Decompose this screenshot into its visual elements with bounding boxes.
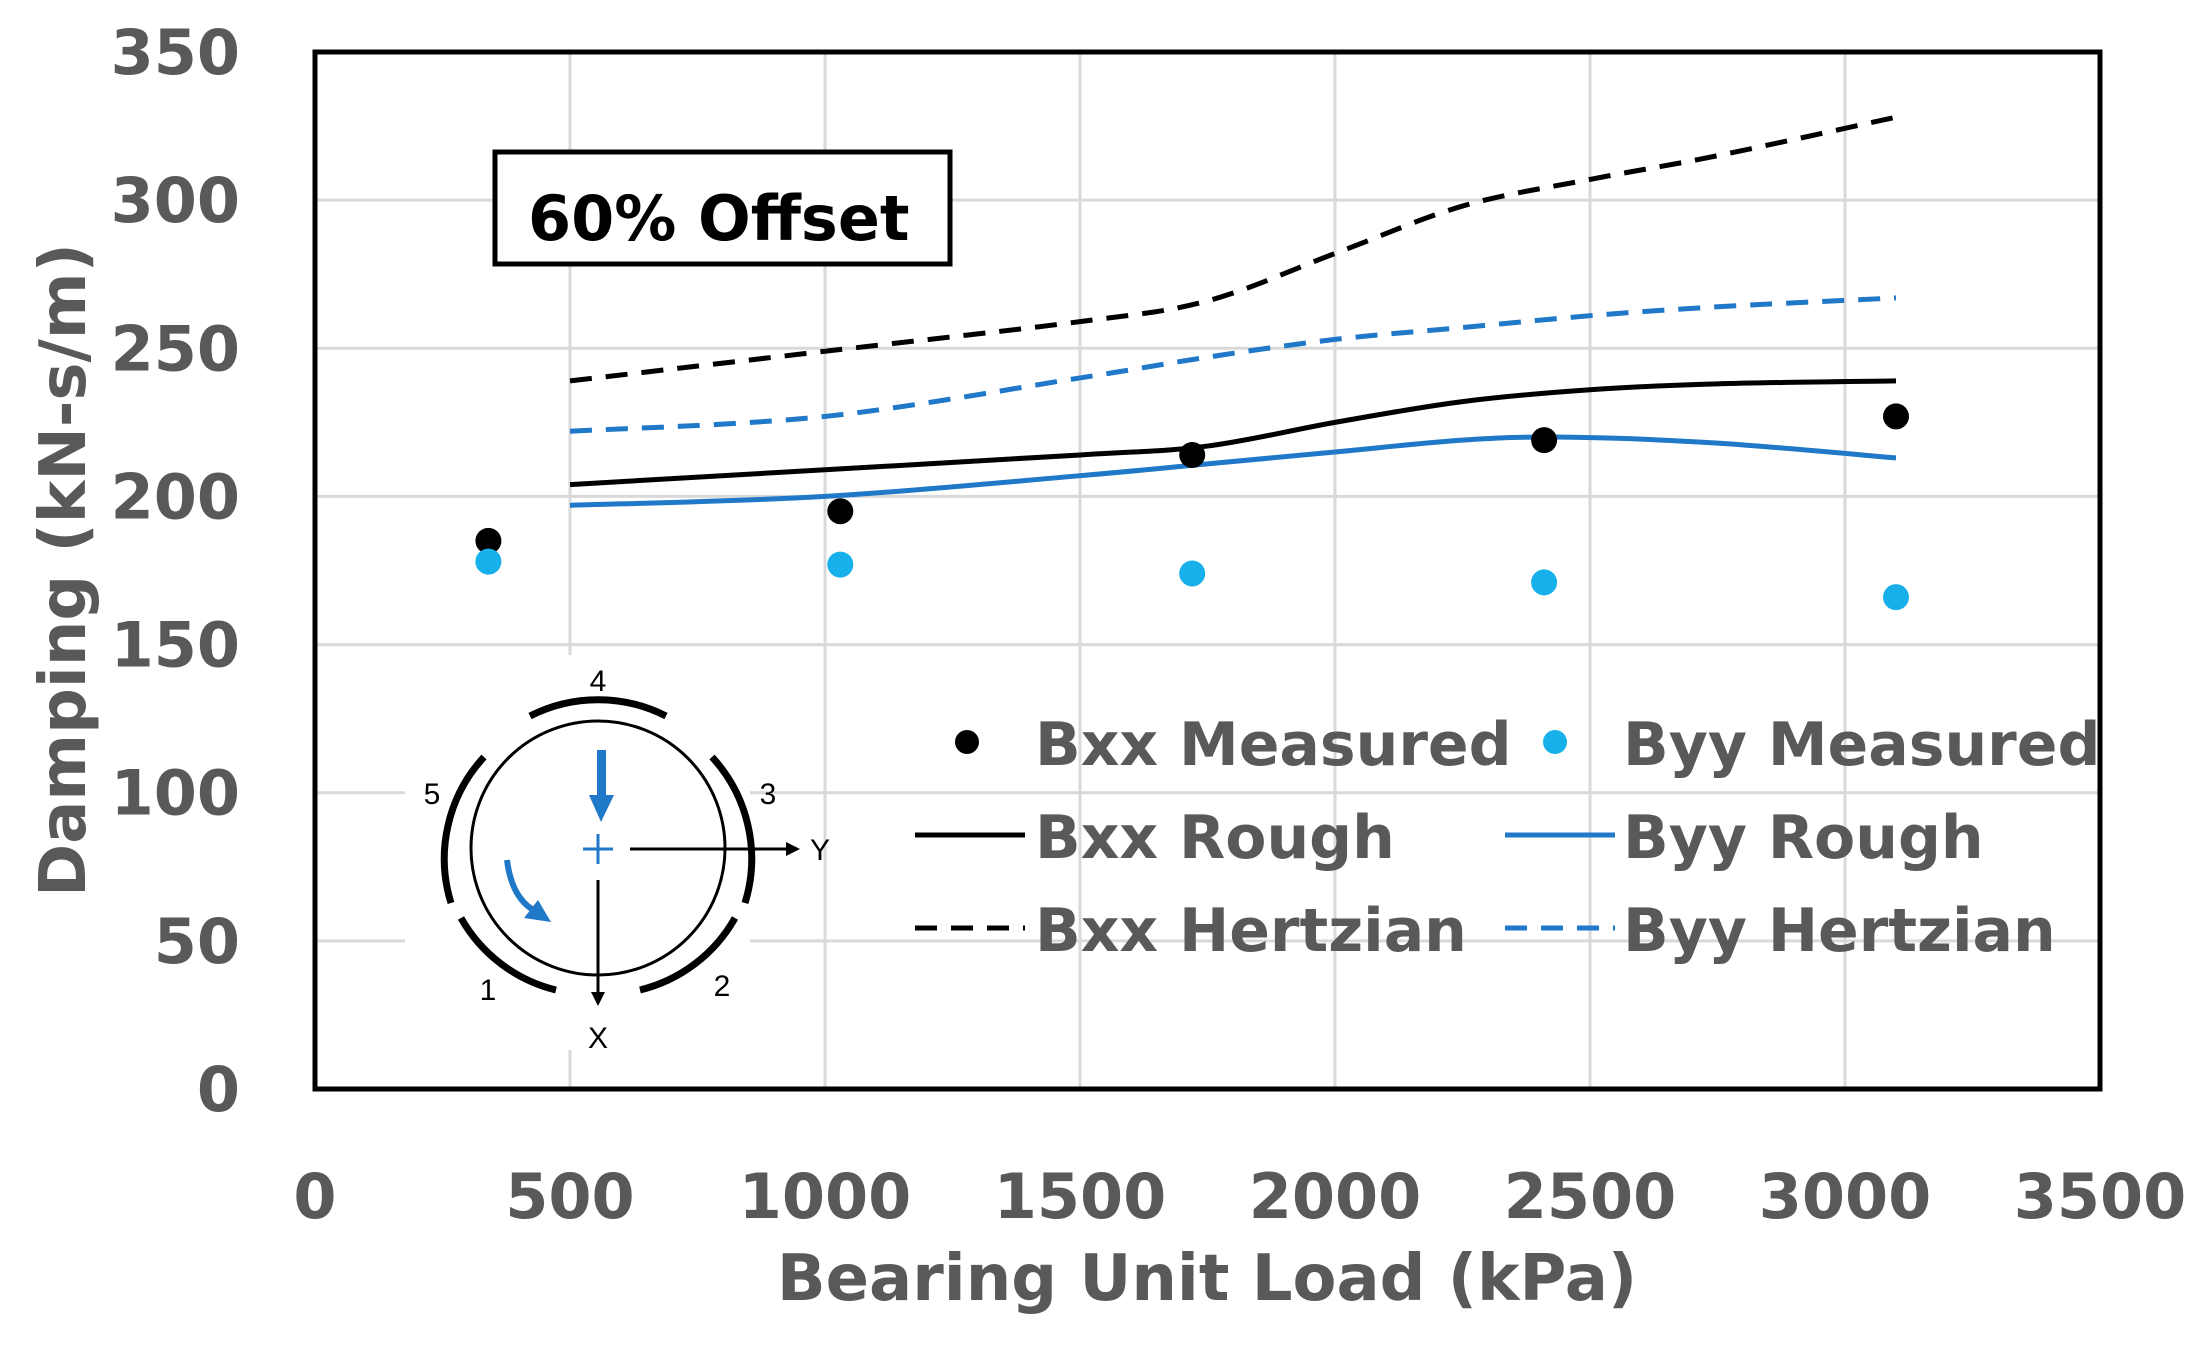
point-bxx-measured (1531, 427, 1558, 454)
pad-label-5: 5 (424, 778, 441, 811)
point-byy-measured (475, 548, 502, 575)
tick-labels: 0 500 1000 1500 2000 2500 3000 3500 0 50 100 150 200… (111, 16, 2187, 1233)
point-bxx-measured (1883, 403, 1909, 430)
annotation-frame (492, 149, 953, 267)
point-bxx-measured (827, 498, 854, 525)
point-bxx-measured (1179, 441, 1206, 468)
legend-bxx-hertzian-label: Bxx Hertzian (1035, 896, 1467, 966)
bearing-diagram: 4 3 5 1 2 Y X (405, 655, 830, 1055)
load-arrow-head (589, 795, 614, 822)
legend: Bxx Measured Byy Measured Bxx Rough Byy … (915, 710, 2100, 966)
legend-bxx-measured-marker (955, 730, 979, 754)
pad-5-arc (440, 754, 487, 905)
series-byy-rough-line (569, 434, 1897, 508)
legend-byy-hertzian-label: Byy Hertzian (1623, 896, 2056, 966)
pad-label-2: 2 (714, 970, 731, 1003)
x-tick-label: 2000 (1249, 1160, 1422, 1233)
point-byy-measured (1883, 584, 1909, 611)
x-tick-label: 1500 (994, 1160, 1167, 1233)
pad-2-arc (639, 916, 739, 994)
series-bxx-rough-line (569, 378, 1897, 488)
rotation-arrow-head (524, 900, 551, 922)
legend-byy-measured-marker (1543, 730, 1567, 754)
pad-3-arc (709, 754, 756, 905)
y-tick-label: 0 (197, 1053, 240, 1126)
legend-byy-measured-label: Byy Measured (1623, 710, 2100, 780)
legend-bxx-rough-label: Bxx Rough (1035, 803, 1395, 873)
point-byy-measured (1179, 560, 1206, 587)
y-tick-label: 150 (111, 609, 240, 682)
x-tick-label: 3500 (2014, 1160, 2187, 1233)
y-tick-label: 200 (111, 460, 240, 533)
y-tick-label: 250 (111, 312, 240, 385)
y-axis-arrowhead (786, 842, 800, 856)
x-axis-label: X (588, 1022, 608, 1055)
bearing-diagram-background (405, 655, 750, 1050)
pad-1-arc (457, 916, 557, 994)
y-axis-label: Y (810, 834, 830, 867)
y-tick-label: 50 (154, 905, 240, 978)
point-bxx-measured (475, 527, 502, 554)
x-tick-label: 2500 (1504, 1160, 1677, 1233)
plot-area-border (312, 49, 2103, 1092)
series-layer (475, 114, 1909, 611)
x-axis-arrowhead (591, 992, 605, 1006)
x-tick-label: 0 (293, 1160, 336, 1233)
point-byy-measured (1531, 569, 1558, 596)
pad-label-4: 4 (590, 665, 607, 698)
load-arrow-shaft (597, 750, 606, 795)
pad-label-1: 1 (480, 974, 497, 1007)
x-tick-label: 3000 (1759, 1160, 1932, 1233)
legend-byy-rough-label: Byy Rough (1623, 803, 1984, 873)
x-axis-title: Bearing Unit Load (kPa) (777, 1242, 1637, 1316)
y-tick-label: 100 (111, 757, 240, 830)
y-tick-label: 300 (111, 164, 240, 237)
x-tick-label: 1000 (739, 1160, 912, 1233)
annotation-box: 60% Offset (492, 149, 953, 267)
y-tick-label: 350 (111, 16, 240, 89)
point-byy-measured (827, 551, 854, 578)
pad-4-arc (528, 696, 668, 720)
series-bxx-hertzian-line (569, 114, 1897, 384)
pad-label-3: 3 (760, 778, 777, 811)
annotation-text: 60% Offset (528, 182, 910, 255)
series-byy-hertzian-line (569, 295, 1897, 434)
x-tick-label: 500 (505, 1160, 634, 1233)
y-axis-title: Damping (kN-s/m) (27, 243, 101, 897)
legend-bxx-measured-label: Bxx Measured (1035, 710, 1512, 780)
